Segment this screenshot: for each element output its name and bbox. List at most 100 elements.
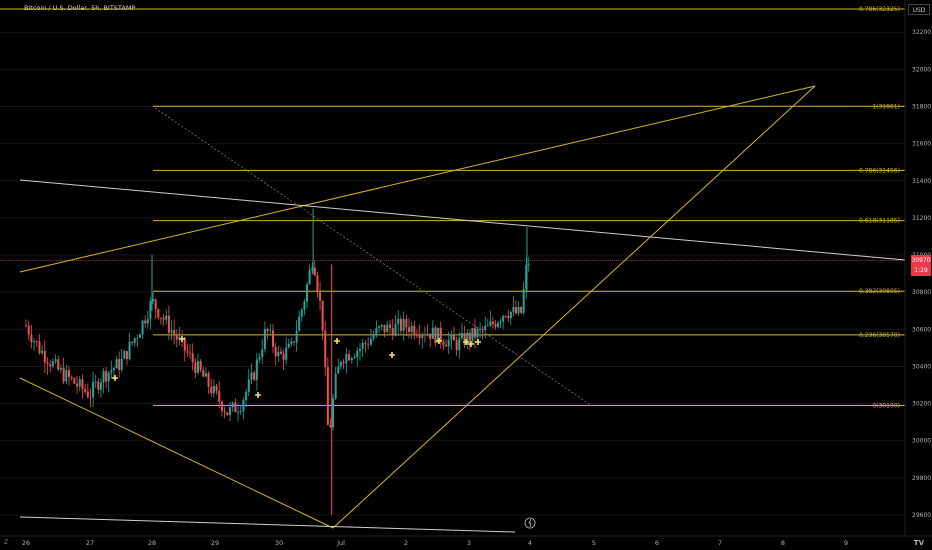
down-candle bbox=[157, 309, 160, 318]
up-candle bbox=[386, 324, 389, 333]
up-candle bbox=[525, 265, 528, 290]
y-tick-label: 30800 bbox=[912, 289, 931, 296]
down-candle bbox=[105, 370, 108, 382]
down-candle bbox=[266, 329, 269, 331]
bottom-support-line bbox=[19, 516, 516, 533]
up-candle bbox=[345, 354, 348, 364]
down-candle bbox=[202, 370, 205, 377]
up-candle bbox=[410, 325, 413, 333]
down-candle bbox=[415, 334, 418, 336]
down-candle bbox=[62, 367, 65, 382]
down-candle bbox=[455, 340, 458, 351]
rising-support-line bbox=[332, 85, 816, 529]
down-candle bbox=[367, 343, 370, 345]
up-candle bbox=[522, 289, 525, 313]
down-candle bbox=[326, 367, 329, 426]
fib-level-label: 0.786(32325) - bbox=[859, 6, 904, 13]
chart-grid bbox=[0, 31, 905, 516]
down-candle bbox=[189, 352, 192, 354]
up-candle bbox=[339, 361, 342, 367]
cross-marker bbox=[179, 336, 185, 342]
up-candle bbox=[426, 333, 429, 336]
down-candle bbox=[293, 341, 296, 343]
x-tick-label: 6 bbox=[655, 539, 659, 547]
up-candle bbox=[380, 324, 383, 327]
up-candle bbox=[499, 321, 502, 323]
down-candle bbox=[173, 330, 176, 335]
x-tick-label: 30 bbox=[275, 539, 283, 547]
up-candle bbox=[152, 299, 155, 302]
down-candle bbox=[439, 327, 442, 342]
down-candle bbox=[234, 402, 237, 413]
down-candle bbox=[220, 401, 223, 412]
up-candle bbox=[99, 382, 102, 390]
up-candle bbox=[298, 316, 301, 331]
up-candle bbox=[196, 361, 199, 373]
down-candle bbox=[97, 381, 100, 390]
down-candle bbox=[313, 267, 316, 276]
currency-button[interactable]: USD bbox=[908, 4, 930, 15]
down-candle bbox=[282, 353, 285, 360]
y-tick-label: 30200 bbox=[912, 401, 931, 408]
lower-trend-line bbox=[19, 377, 334, 529]
up-candle bbox=[115, 359, 118, 369]
down-candle bbox=[274, 346, 277, 357]
down-candle bbox=[43, 350, 46, 363]
fib-levels: 0(30190) - 0.236(30570) - 0.382(30805) - 0.… bbox=[0, 6, 905, 409]
up-candle bbox=[170, 330, 173, 333]
countdown-label: 1:29 bbox=[911, 265, 931, 276]
down-candle bbox=[118, 359, 121, 370]
x-tick-label: 2 bbox=[404, 539, 408, 547]
up-candle bbox=[308, 269, 311, 285]
down-candle bbox=[175, 334, 178, 340]
down-candle bbox=[399, 318, 402, 331]
down-candle bbox=[223, 411, 226, 413]
up-candle bbox=[120, 358, 123, 370]
down-candle bbox=[445, 344, 448, 347]
down-candle bbox=[30, 334, 33, 342]
up-candle bbox=[332, 398, 335, 428]
down-candle bbox=[453, 334, 456, 341]
up-candle bbox=[509, 311, 512, 319]
down-candle bbox=[49, 364, 52, 367]
up-candle bbox=[350, 357, 353, 361]
flash-icon-glyph bbox=[528, 518, 532, 528]
up-candle bbox=[358, 348, 361, 351]
y-tick-label: 30600 bbox=[912, 326, 931, 333]
flash-icon bbox=[524, 517, 536, 529]
fib-level-label: 0.382(30805) - bbox=[859, 288, 904, 295]
up-candle bbox=[92, 381, 95, 398]
up-candle bbox=[353, 357, 356, 359]
up-candle bbox=[239, 411, 242, 412]
down-candle bbox=[491, 321, 494, 325]
up-candle bbox=[486, 325, 489, 327]
up-candle bbox=[361, 342, 364, 349]
down-candle bbox=[210, 386, 213, 394]
down-candle bbox=[68, 370, 71, 377]
up-candle bbox=[141, 320, 144, 335]
up-candle bbox=[102, 370, 105, 383]
up-candle bbox=[295, 330, 298, 343]
down-candle bbox=[167, 315, 170, 333]
down-candle bbox=[35, 341, 38, 342]
fib-level-label: 0.786(31456) - bbox=[859, 167, 904, 174]
up-candle bbox=[54, 359, 57, 362]
x-tick-label: 9 bbox=[844, 539, 848, 547]
up-candle bbox=[476, 328, 479, 338]
down-candle bbox=[226, 412, 229, 415]
up-candle bbox=[277, 351, 280, 357]
up-candle bbox=[337, 366, 340, 374]
down-candle bbox=[271, 330, 274, 347]
timezone-label[interactable]: Z bbox=[4, 539, 9, 546]
up-candle bbox=[245, 391, 248, 401]
up-candle bbox=[51, 361, 54, 367]
down-candle bbox=[73, 378, 76, 384]
x-tick-label: 4 bbox=[528, 539, 532, 547]
up-candle bbox=[421, 334, 424, 338]
down-candle bbox=[131, 341, 134, 343]
down-candle bbox=[89, 397, 92, 398]
up-candle bbox=[228, 407, 231, 415]
up-candle bbox=[149, 301, 152, 320]
